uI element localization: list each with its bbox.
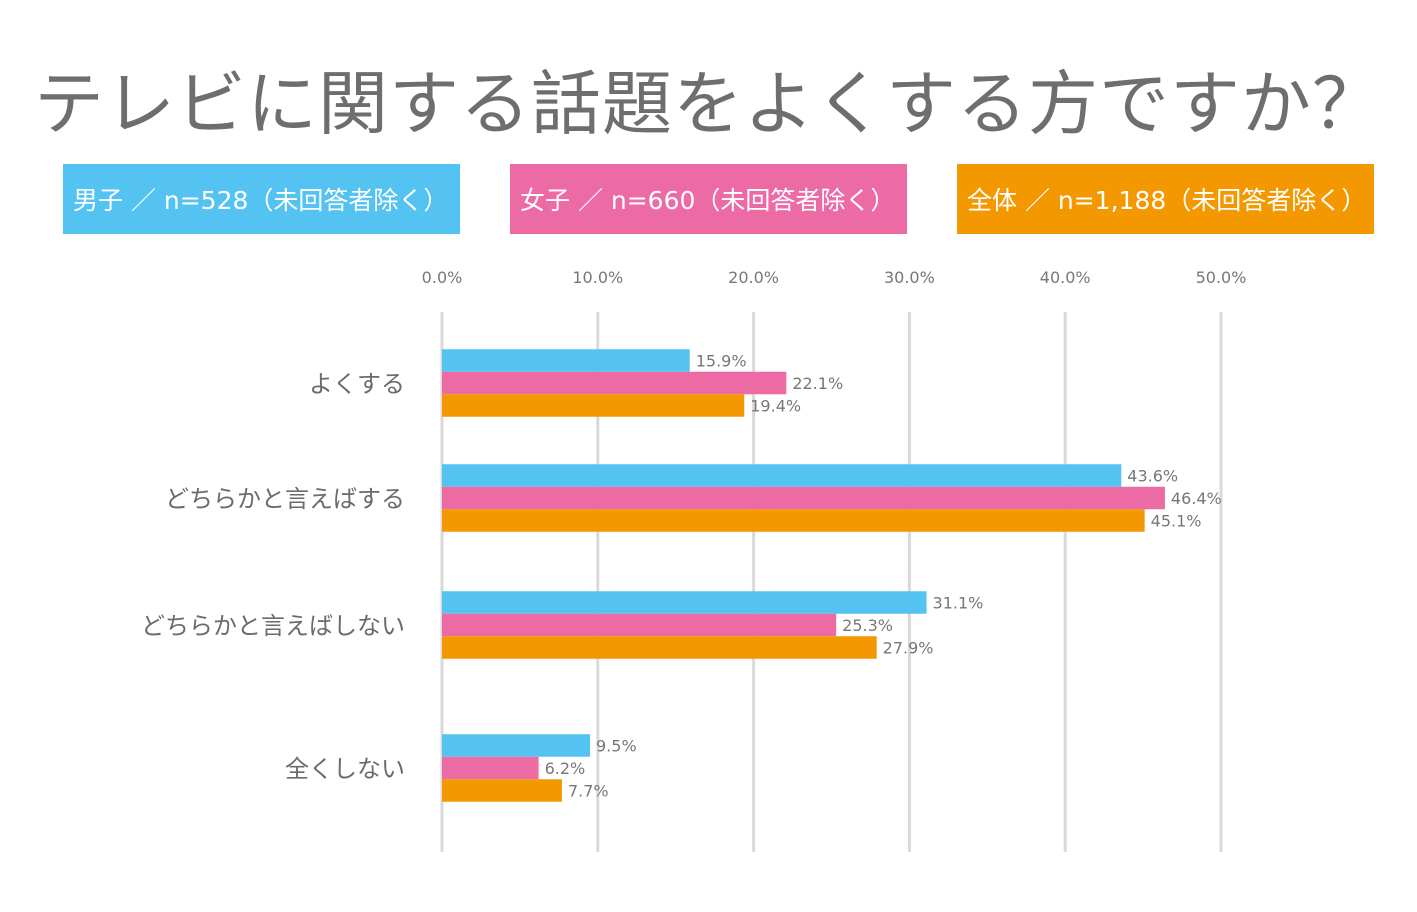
bar bbox=[442, 734, 591, 757]
bar bbox=[442, 591, 927, 614]
x-tick-label: 10.0% bbox=[572, 268, 623, 287]
data-label: 6.2% bbox=[545, 759, 586, 778]
bar bbox=[442, 486, 1165, 510]
x-tick-label: 40.0% bbox=[1040, 268, 1091, 287]
data-label: 22.1% bbox=[792, 374, 843, 393]
data-label: 45.1% bbox=[1151, 512, 1202, 531]
data-label: 46.4% bbox=[1171, 489, 1222, 508]
data-label: 43.6% bbox=[1127, 467, 1178, 486]
category-label: どちらかと言えばしない bbox=[141, 612, 405, 640]
bar bbox=[442, 613, 837, 637]
bar bbox=[442, 394, 745, 417]
x-tick-label: 20.0% bbox=[728, 268, 779, 287]
legend-girls: 女子 ／ n=660（未回答者除く） bbox=[510, 164, 907, 234]
data-label: 25.3% bbox=[842, 616, 893, 635]
data-label: 9.5% bbox=[596, 737, 637, 756]
legend-total-label: 全体 ／ n=1,188（未回答者除く） bbox=[967, 186, 1367, 215]
bar bbox=[442, 636, 877, 659]
category-label: よくする bbox=[309, 370, 405, 398]
bar bbox=[442, 371, 787, 395]
legend-girls-label: 女子 ／ n=660（未回答者除く） bbox=[520, 186, 896, 215]
data-label: 15.9% bbox=[696, 352, 747, 371]
bar bbox=[442, 779, 562, 802]
data-label: 7.7% bbox=[568, 782, 609, 801]
data-label: 31.1% bbox=[933, 594, 984, 613]
category-label: 全くしない bbox=[285, 755, 405, 783]
bar bbox=[442, 756, 539, 780]
bar bbox=[442, 509, 1145, 532]
x-tick-label: 30.0% bbox=[884, 268, 935, 287]
category-label: どちらかと言えばする bbox=[165, 485, 405, 513]
bar bbox=[442, 349, 690, 372]
bar bbox=[442, 464, 1122, 487]
x-tick-label: 50.0% bbox=[1196, 268, 1247, 287]
chart-title: テレビに関する話題をよくする方ですか？ bbox=[34, 63, 1383, 145]
data-label: 27.9% bbox=[883, 639, 934, 658]
x-tick-label: 0.0% bbox=[422, 268, 463, 287]
legend-boys: 男子 ／ n=528（未回答者除く） bbox=[63, 164, 460, 234]
legend-total: 全体 ／ n=1,188（未回答者除く） bbox=[957, 164, 1374, 234]
legend-boys-label: 男子 ／ n=528（未回答者除く） bbox=[73, 186, 449, 215]
data-label: 19.4% bbox=[750, 397, 801, 416]
